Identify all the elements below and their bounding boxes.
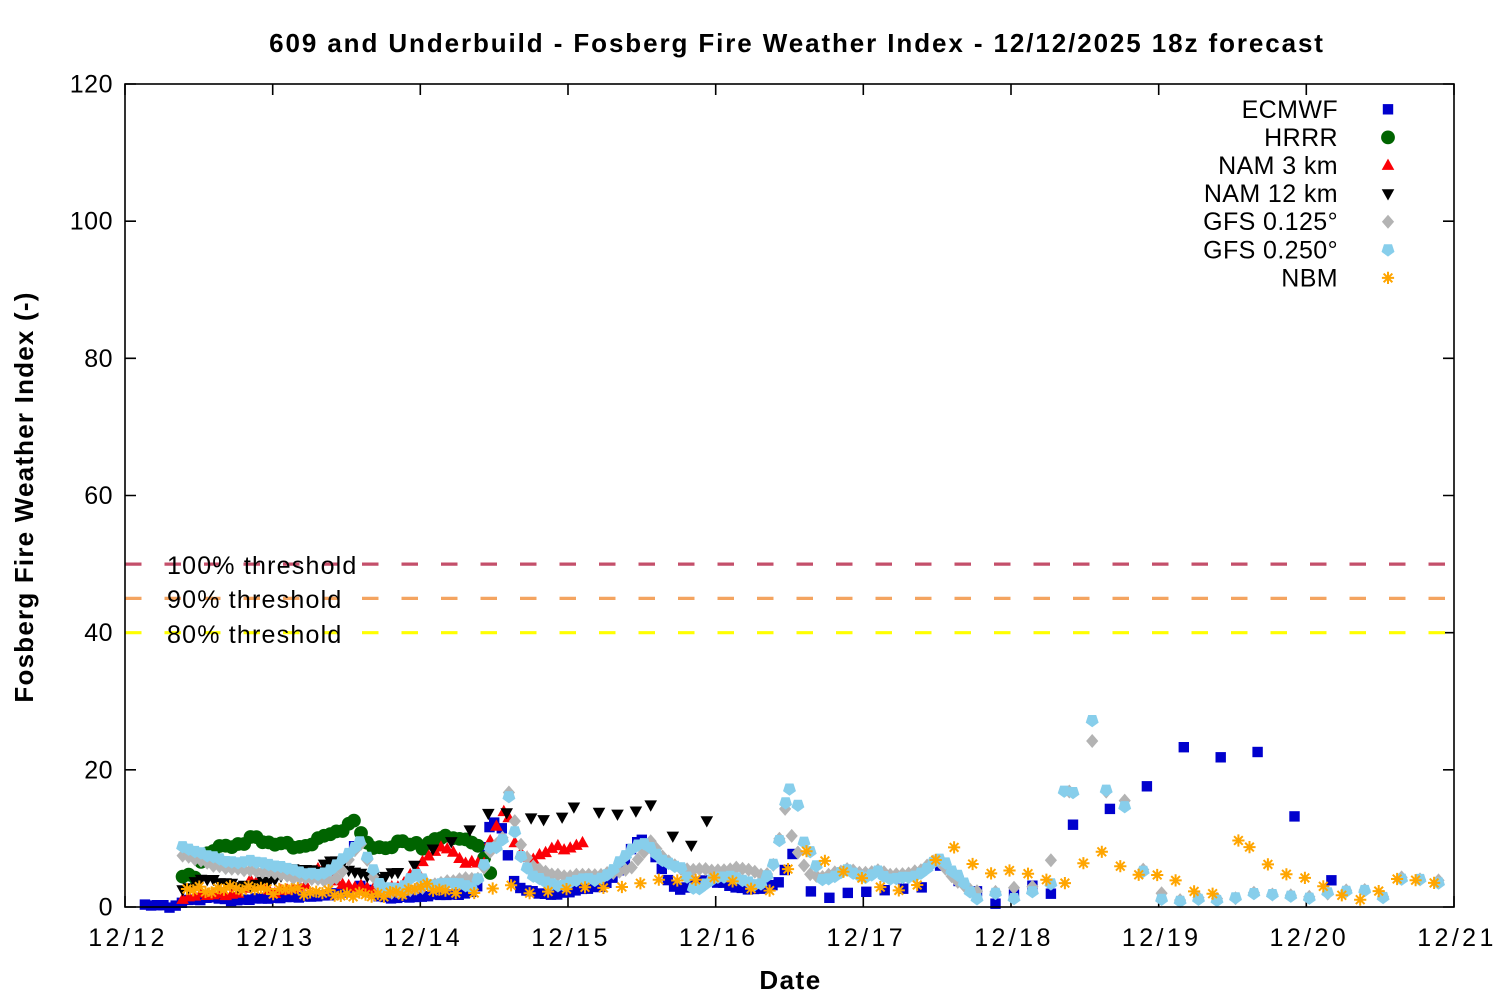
svg-text:40: 40: [84, 619, 113, 647]
svg-text:12/16: 12/16: [679, 924, 759, 952]
svg-text:100% threshold: 100% threshold: [167, 552, 358, 580]
svg-text:12/21: 12/21: [1417, 924, 1497, 952]
svg-text:100: 100: [70, 208, 113, 236]
svg-text:90% threshold: 90% threshold: [167, 586, 342, 614]
svg-text:HRRR: HRRR: [1264, 124, 1338, 152]
svg-text:NAM 12 km: NAM 12 km: [1204, 180, 1338, 208]
svg-text:GFS 0.125°: GFS 0.125°: [1203, 208, 1338, 236]
svg-text:GFS 0.250°: GFS 0.250°: [1203, 236, 1338, 264]
svg-text:609 and Underbuild - Fosberg F: 609 and Underbuild - Fosberg Fire Weathe…: [269, 28, 1325, 58]
svg-text:Fosberg Fire Weather Index (-): Fosberg Fire Weather Index (-): [9, 291, 39, 702]
svg-text:12/19: 12/19: [1122, 924, 1202, 952]
svg-text:80: 80: [84, 345, 113, 373]
svg-text:12/18: 12/18: [974, 924, 1054, 952]
svg-text:12/15: 12/15: [531, 924, 611, 952]
svg-text:NAM 3 km: NAM 3 km: [1218, 152, 1338, 180]
svg-text:80% threshold: 80% threshold: [167, 621, 342, 649]
svg-text:12/20: 12/20: [1270, 924, 1350, 952]
svg-text:60: 60: [84, 482, 113, 510]
svg-text:Date: Date: [759, 965, 821, 995]
svg-text:12/13: 12/13: [236, 924, 316, 952]
svg-text:12/12: 12/12: [88, 924, 168, 952]
svg-text:12/17: 12/17: [827, 924, 907, 952]
svg-text:12/14: 12/14: [384, 924, 464, 952]
svg-text:20: 20: [84, 756, 113, 784]
svg-text:ECMWF: ECMWF: [1242, 96, 1338, 124]
svg-text:NBM: NBM: [1281, 264, 1338, 292]
svg-text:120: 120: [70, 71, 113, 99]
svg-text:0: 0: [99, 894, 113, 922]
